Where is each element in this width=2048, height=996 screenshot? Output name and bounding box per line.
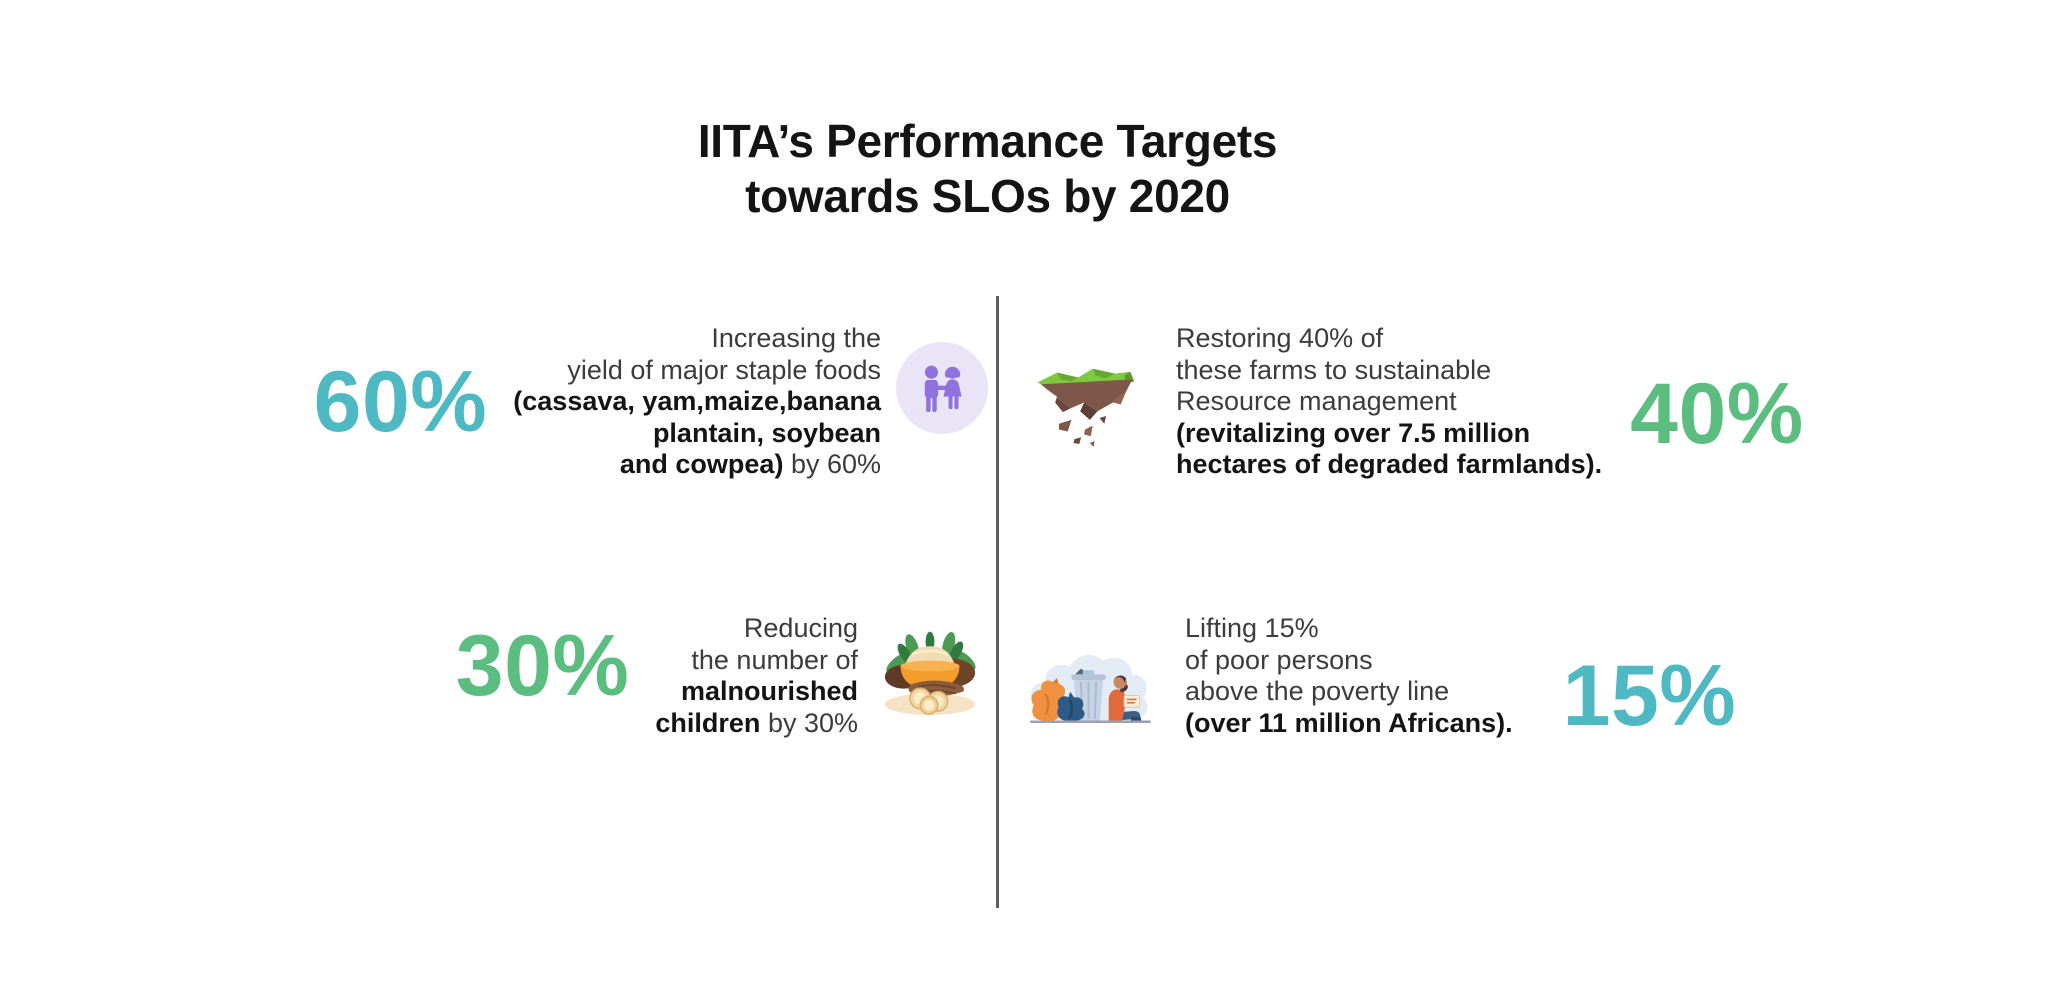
malnutrition-text: Reducing the number of malnourished childre… <box>655 613 858 738</box>
vertical-divider <box>996 296 999 908</box>
poverty-percent: 15% <box>1562 648 1737 744</box>
poverty-icon <box>1022 636 1157 734</box>
quadrant-yield: 60% Increasing the yield of major staple … <box>314 323 988 481</box>
yield-text: Increasing the yield of major staple food… <box>513 323 881 479</box>
couple-icon <box>896 341 988 434</box>
food-bowl-icon <box>875 616 985 720</box>
poverty-text: Lifting 15% of poor persons above the pove… <box>1185 613 1513 738</box>
quadrant-restore: Restoring 40% of these farms to sustainab… <box>1032 323 1804 481</box>
malnutrition-percent: 30% <box>455 618 630 714</box>
page-title-line2: towards SLOs by 2020 <box>745 170 1230 222</box>
quadrant-poverty: Lifting 15% of poor persons above the pove… <box>1022 613 1736 739</box>
yield-percent: 60% <box>313 353 488 450</box>
page-title-line1: IITA’s Performance Targets <box>697 115 1278 167</box>
page-title: IITA’s Performance Targets towards SLOs … <box>0 114 1975 224</box>
restore-percent: 40% <box>1630 365 1804 462</box>
floating-island-icon <box>1032 356 1138 451</box>
restore-text: Restoring 40% of these farms to sustainab… <box>1176 323 1603 479</box>
quadrant-malnutrition: 30% Reducing the number of malnourished chi… <box>456 613 985 739</box>
